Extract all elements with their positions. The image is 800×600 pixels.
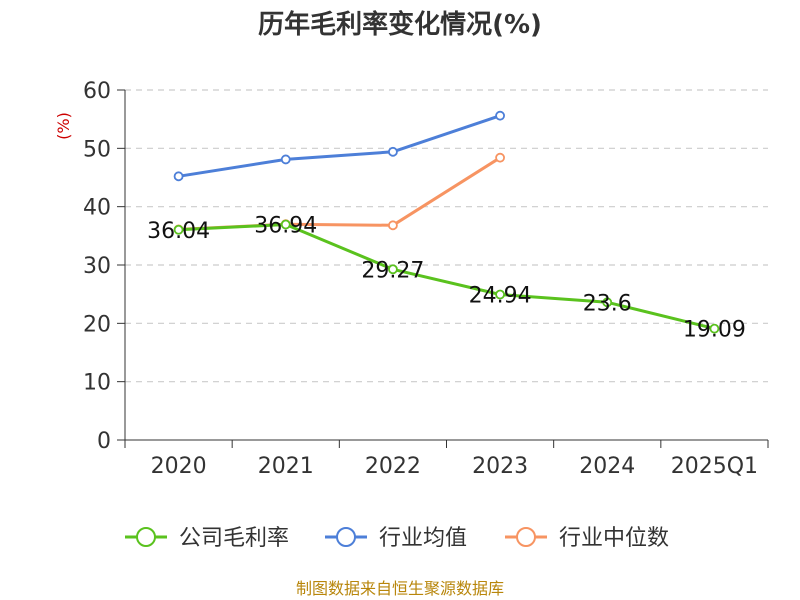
data-point-s0-2025Q1[interactable] bbox=[709, 323, 720, 334]
legend-swatch-marker-0 bbox=[136, 527, 156, 547]
legend-swatch-marker-2 bbox=[516, 527, 536, 547]
data-point-s2-2022[interactable] bbox=[388, 220, 398, 231]
data-point-s1-2022[interactable] bbox=[388, 146, 398, 157]
y-tick-label-40: 40 bbox=[83, 196, 111, 221]
data-point-s1-2020[interactable] bbox=[173, 171, 184, 182]
x-tick-label-2020: 2020 bbox=[151, 454, 207, 479]
data-labels: 36.04 36.94 29.27 24.94 23.6 19.09 bbox=[147, 214, 746, 343]
legend-label-2: 行业中位数 bbox=[559, 526, 669, 551]
y-tick-label-20: 20 bbox=[83, 312, 111, 337]
data-point-s0-2024[interactable] bbox=[602, 297, 613, 308]
data-point-s2-2023[interactable] bbox=[495, 152, 505, 163]
legend[interactable]: 公司毛利率 行业均值 行业中位数 bbox=[125, 526, 669, 551]
legend-label-1: 行业均值 bbox=[379, 526, 467, 551]
data-point-s0-2021[interactable] bbox=[280, 219, 291, 230]
data-label-2021: 36.94 bbox=[254, 214, 317, 239]
y-tick-label-50: 50 bbox=[83, 137, 111, 162]
y-tick-label-10: 10 bbox=[83, 371, 111, 396]
chart-title: 历年毛利率变化情况(%) bbox=[258, 9, 542, 40]
data-point-s1-2023[interactable] bbox=[495, 110, 505, 121]
data-label-2023: 24.94 bbox=[469, 284, 532, 309]
series-line-0 bbox=[178, 223, 715, 331]
legend-label-0: 公司毛利率 bbox=[179, 526, 289, 551]
y-tick-label-30: 30 bbox=[83, 254, 111, 279]
data-point-s1-2021[interactable] bbox=[280, 154, 291, 165]
source-note: 制图数据来自恒生聚源数据库 bbox=[296, 579, 504, 598]
series-lines bbox=[173, 110, 720, 334]
legend-item-1[interactable]: 行业均值 bbox=[325, 526, 467, 551]
x-tick-label-2024: 2024 bbox=[579, 454, 635, 479]
data-label-2020: 36.04 bbox=[147, 219, 210, 244]
x-tick-label-2025Q1: 2025Q1 bbox=[671, 454, 758, 479]
data-point-s0-2023[interactable] bbox=[495, 289, 505, 300]
legend-item-2[interactable]: 行业中位数 bbox=[505, 526, 669, 551]
data-label-2022: 29.27 bbox=[361, 258, 424, 283]
y-tick-label-60: 60 bbox=[83, 79, 111, 104]
x-tick-label-2021: 2021 bbox=[258, 454, 314, 479]
y-tick-label-0: 0 bbox=[97, 429, 111, 454]
y-axis-label: (%) bbox=[54, 112, 73, 140]
data-point-s0-2022[interactable] bbox=[388, 264, 398, 275]
data-point-s0-2020[interactable] bbox=[173, 224, 184, 235]
data-label-2025Q1: 19.09 bbox=[683, 318, 746, 343]
axes: 0 10 20 30 40 50 60 2020 2021 2022 2023 2024 2025Q1 bbox=[83, 79, 769, 479]
x-tick-label-2022: 2022 bbox=[365, 454, 421, 479]
legend-item-0[interactable]: 公司毛利率 bbox=[125, 526, 289, 551]
series-line-1 bbox=[178, 114, 501, 178]
legend-swatch-marker-1 bbox=[336, 527, 356, 547]
data-label-2024: 23.6 bbox=[583, 291, 632, 316]
gridlines bbox=[125, 89, 768, 383]
x-tick-label-2023: 2023 bbox=[472, 454, 528, 479]
